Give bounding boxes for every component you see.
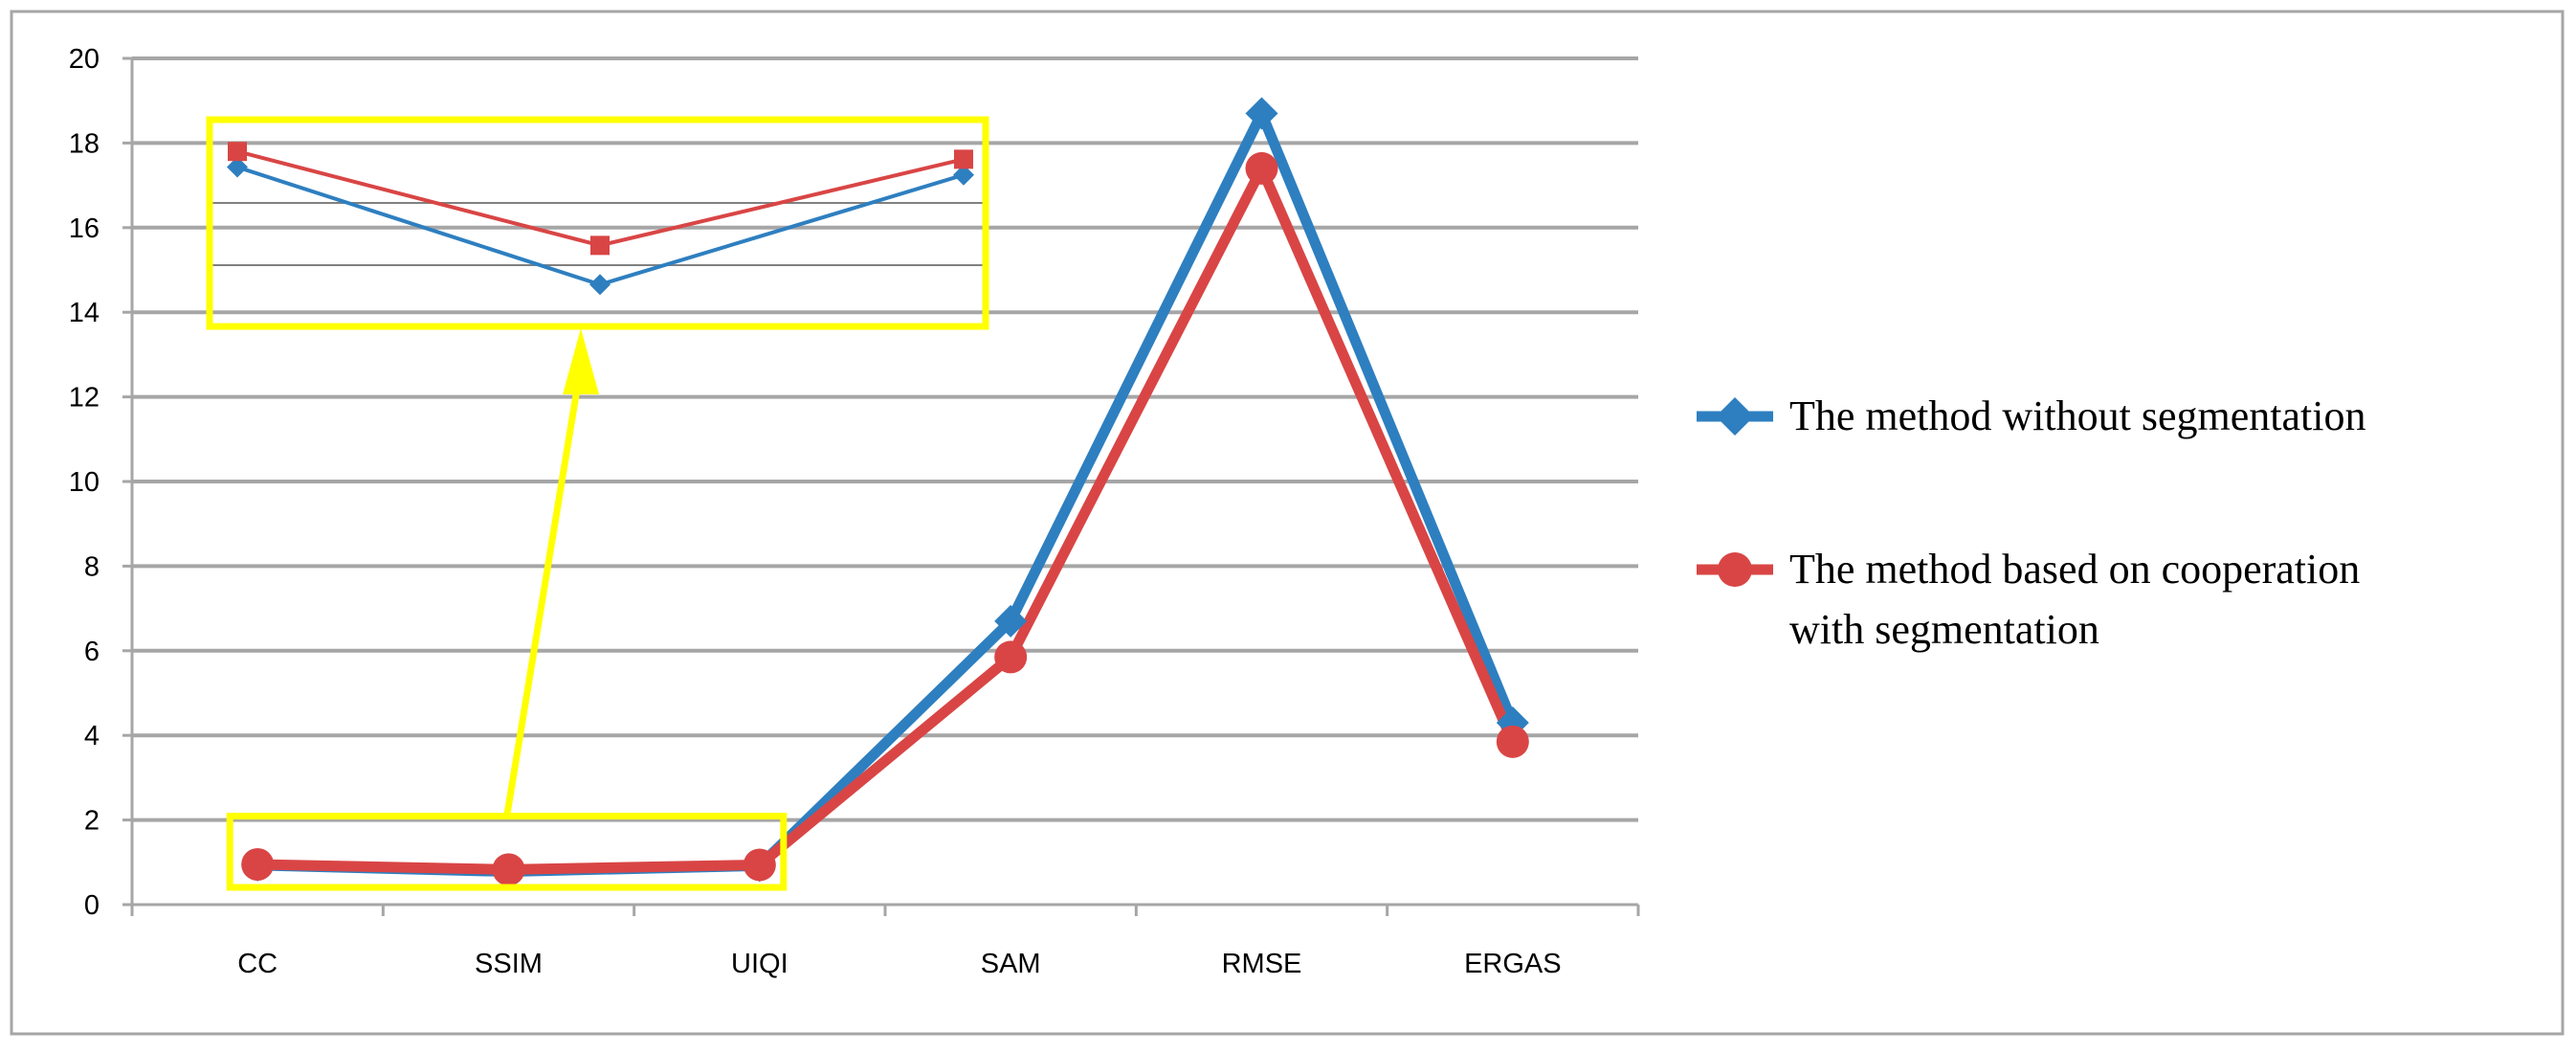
y-tick-label-8: 8	[84, 551, 100, 582]
legend-swatch-with-segmentation-marker	[1718, 552, 1752, 587]
x-tick-label-sam: SAM	[981, 949, 1041, 979]
series-line-2	[252, 163, 1519, 875]
x-tick-label-ssim: SSIM	[475, 949, 543, 979]
inset-series-2-point-cc	[228, 142, 247, 162]
legend-label-with-segmentation-line2: with segmentation	[1789, 606, 2099, 653]
legend-label-without-segmentation: The method without segmentation	[1789, 392, 2365, 439]
gridlines	[132, 56, 1638, 822]
series-2-point-cc	[241, 848, 275, 882]
zoom-source-box	[226, 813, 788, 891]
zoom-inset-box	[206, 116, 989, 330]
zoom-arrow-head	[563, 328, 599, 394]
inset-series-1-point-cc	[227, 156, 248, 178]
series-2-point-ergas	[1496, 725, 1529, 758]
y-tick-label-0: 0	[84, 890, 100, 921]
y-tick-label-2: 2	[84, 806, 100, 837]
y-tick-label-20: 20	[69, 44, 100, 75]
y-tick-label-12: 12	[69, 383, 100, 414]
inset-series-2-point-ssim	[590, 235, 610, 256]
series-2-point-rmse	[1245, 151, 1278, 185]
series-2-point-ssim	[492, 853, 525, 886]
y-tick-label-6: 6	[84, 637, 100, 667]
y-tick-label-14: 14	[69, 298, 100, 328]
legend-label-with-segmentation-line1: The method based on cooperation	[1789, 546, 2360, 593]
series-1-point-rmse	[1245, 97, 1278, 130]
series-lines	[241, 97, 1529, 888]
inset-series-1-point-uiqi	[953, 164, 974, 186]
series-2-point-sam	[994, 640, 1028, 674]
series-2-point-uiqi	[743, 848, 776, 882]
inset-series-1-point-ssim	[589, 274, 611, 296]
legend-swatch-without-segmentation-marker	[1716, 397, 1754, 436]
x-tick-label-ergas: ERGAS	[1464, 949, 1562, 979]
y-tick-label-10: 10	[69, 467, 100, 498]
x-tick-label-uiqi: UIQI	[731, 949, 788, 979]
y-tick-label-4: 4	[84, 721, 100, 751]
y-tick-label-18: 18	[69, 128, 100, 159]
zoom-inset	[206, 116, 989, 891]
zoom-arrow-shaft	[503, 365, 585, 816]
x-tick-label-rmse: RMSE	[1222, 949, 1302, 979]
x-tick-label-cc: CC	[237, 949, 278, 979]
inset-series-2-point-uiqi	[954, 149, 973, 169]
series-1-point-sam	[994, 604, 1028, 638]
axes: 0 2 4 6 8 10 12 14 16 18 20 CC SSIM UIQI SAM RMSE ERGAS	[69, 44, 1640, 979]
y-tick-label-16: 16	[69, 213, 100, 244]
legend: The method without segmentation The meth…	[1697, 392, 2365, 653]
